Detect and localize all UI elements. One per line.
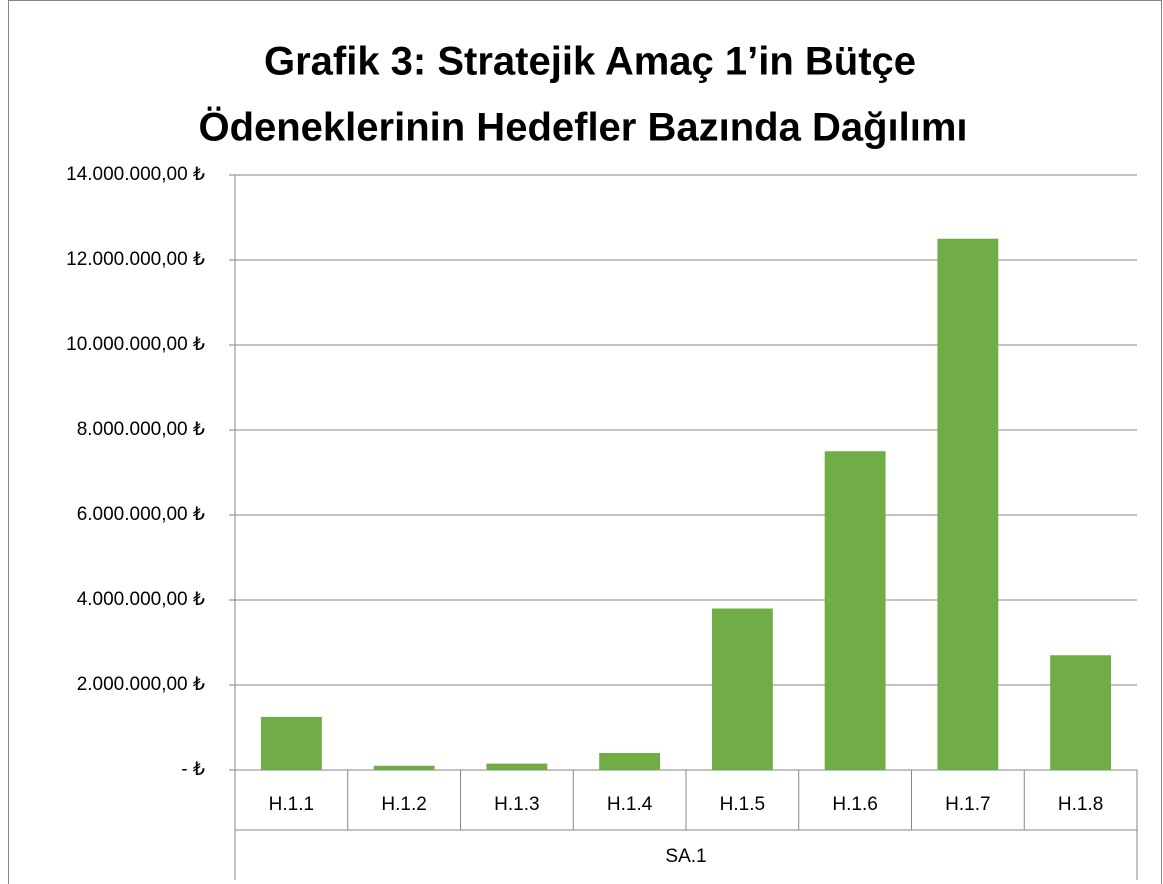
y-tick-label: 10.000.000,00 ₺ [66, 334, 205, 355]
chart-border [8, 0, 1162, 884]
chart-title: Ödeneklerinin Hedefler Bazında Dağılımı [198, 105, 967, 150]
y-tick-label: 14.000.000,00 ₺ [66, 164, 205, 185]
bar [260, 716, 322, 770]
x-tick-label: H.1.8 [1058, 794, 1103, 815]
x-group-label: SA.1 [665, 846, 706, 867]
bar [373, 765, 435, 770]
x-tick-label: H.1.2 [381, 794, 426, 815]
x-tick-label: H.1.6 [832, 794, 877, 815]
y-tick-label: 12.000.000,00 ₺ [66, 249, 205, 270]
bar [711, 608, 773, 770]
x-tick-label: H.1.4 [607, 794, 653, 815]
chart-title: Grafik 3: Stratejik Amaç 1’in Bütçe [264, 40, 916, 84]
bar [1050, 655, 1112, 770]
y-tick-label: 2.000.000,00 ₺ [77, 674, 205, 695]
bar [486, 763, 548, 770]
y-tick-label: - ₺ [181, 759, 205, 780]
x-tick-label: H.1.5 [720, 794, 765, 815]
bar [824, 451, 886, 770]
bar [599, 753, 661, 770]
x-tick-label: H.1.7 [945, 794, 990, 815]
bar [937, 238, 999, 770]
y-tick-label: 6.000.000,00 ₺ [77, 504, 205, 525]
x-tick-label: H.1.3 [494, 794, 539, 815]
y-tick-label: 8.000.000,00 ₺ [77, 419, 205, 440]
x-tick-label: H.1.1 [269, 794, 314, 815]
y-tick-label: 4.000.000,00 ₺ [77, 589, 205, 610]
